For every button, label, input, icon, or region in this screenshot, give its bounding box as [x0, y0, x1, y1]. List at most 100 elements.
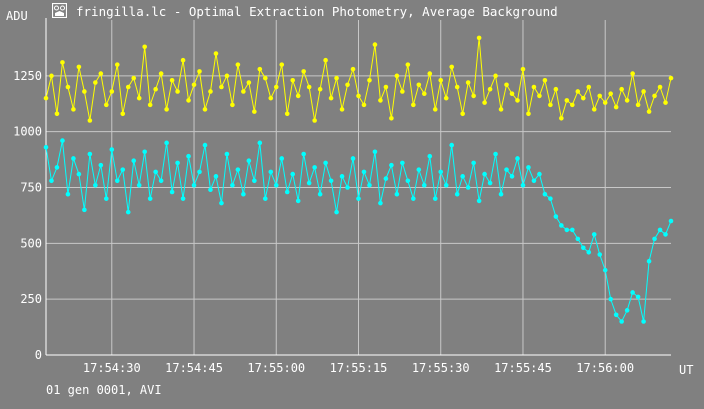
- axis-labels: 0 250 500 750 1000 1250 17:54:30 17:54:45 17:55:…: [6, 9, 693, 377]
- data-point: [657, 84, 663, 90]
- data-point: [613, 104, 619, 110]
- data-point: [241, 191, 246, 197]
- data-point: [356, 93, 361, 99]
- data-point: [367, 182, 372, 188]
- data-point: [580, 95, 586, 101]
- data-point: [542, 78, 548, 83]
- data-point: [131, 75, 137, 81]
- data-point: [339, 174, 345, 179]
- data-point: [306, 84, 312, 90]
- x-tick-label: 17:54:45: [165, 361, 223, 375]
- data-point: [109, 147, 115, 152]
- data-point: [548, 102, 553, 108]
- data-point: [400, 89, 405, 94]
- data-point: [202, 142, 208, 148]
- data-point: [114, 178, 120, 184]
- data-point: [164, 140, 169, 146]
- data-point: [290, 171, 296, 177]
- data-point: [575, 236, 581, 242]
- data-point: [537, 93, 542, 99]
- series-layer: [43, 35, 674, 324]
- data-point: [186, 98, 191, 103]
- data-point: [268, 169, 274, 175]
- data-point: [65, 191, 71, 197]
- data-point: [608, 296, 613, 302]
- data-point: [219, 200, 224, 206]
- status-text: 01 gen 0001, AVI: [46, 383, 162, 397]
- data-point: [125, 209, 131, 215]
- data-point: [257, 66, 263, 72]
- x-tick-label: 17:55:30: [412, 361, 470, 375]
- x-tick-label: 17:55:00: [247, 361, 305, 375]
- data-point: [301, 69, 306, 74]
- data-point: [252, 109, 257, 114]
- data-point: [295, 93, 301, 99]
- data-point: [394, 191, 400, 197]
- data-point: [509, 174, 515, 179]
- data-point: [509, 91, 515, 96]
- data-point: [246, 158, 252, 163]
- data-point: [624, 308, 630, 313]
- data-point: [487, 86, 493, 92]
- data-point: [591, 107, 597, 112]
- data-point: [257, 140, 263, 146]
- data-point: [235, 62, 241, 67]
- data-point: [241, 89, 246, 94]
- data-point: [635, 102, 641, 108]
- data-point: [405, 62, 411, 67]
- data-point: [224, 151, 230, 157]
- data-point: [312, 118, 317, 123]
- data-point: [54, 111, 60, 117]
- data-point: [279, 62, 285, 67]
- data-point: [202, 107, 208, 112]
- data-point: [635, 294, 641, 300]
- data-point: [164, 107, 169, 112]
- data-point: [339, 107, 345, 112]
- data-point: [652, 236, 657, 242]
- data-point: [169, 78, 175, 83]
- data-point: [619, 319, 624, 324]
- data-point: [630, 71, 635, 76]
- data-point: [619, 86, 624, 92]
- data-point: [646, 258, 652, 264]
- data-point: [559, 115, 564, 121]
- data-point: [323, 160, 328, 166]
- data-point: [570, 227, 575, 233]
- data-point: [471, 160, 476, 166]
- data-point: [317, 191, 323, 197]
- data-point: [416, 82, 422, 88]
- data-point: [361, 169, 367, 175]
- data-point: [465, 185, 471, 190]
- y-tick-label: 250: [20, 292, 42, 306]
- data-point: [487, 180, 493, 186]
- data-point: [273, 182, 279, 188]
- data-point: [597, 252, 603, 257]
- data-point: [65, 84, 71, 90]
- data-point: [328, 178, 334, 184]
- data-point: [504, 167, 509, 172]
- data-point: [175, 160, 180, 166]
- x-tick-label: 17:55:45: [494, 361, 552, 375]
- data-point: [460, 174, 465, 179]
- data-point: [383, 84, 389, 90]
- data-point: [454, 84, 460, 90]
- data-point: [252, 178, 257, 184]
- data-point: [378, 98, 383, 103]
- data-point: [361, 102, 367, 108]
- data-point: [169, 189, 175, 195]
- data-point: [131, 158, 137, 163]
- data-point: [235, 167, 241, 172]
- data-point: [372, 42, 378, 47]
- data-point: [109, 89, 115, 94]
- data-point: [186, 153, 191, 159]
- data-point: [389, 162, 394, 168]
- data-point: [443, 95, 449, 101]
- data-point: [230, 102, 235, 108]
- data-point: [147, 196, 153, 201]
- data-point: [180, 57, 186, 63]
- data-point: [114, 62, 120, 67]
- series-comparison: [43, 138, 674, 324]
- data-point: [580, 245, 586, 251]
- data-point: [432, 107, 438, 112]
